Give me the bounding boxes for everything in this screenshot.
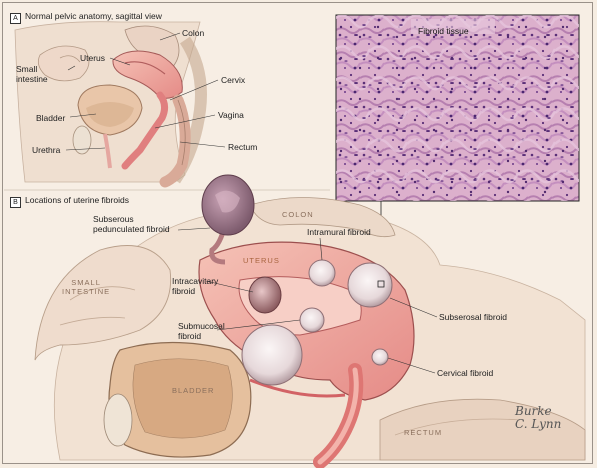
label-uterus-a: Uterus [80,53,106,63]
panel-a-drawing [14,21,226,188]
label-intracavitary: Intracavitary fibroid [172,276,219,296]
label-cervical: Cervical fibroid [437,368,494,378]
organ-small-intestine: SMALL INTESTINE [62,278,111,296]
organ-rectum: RECTUM [404,428,443,437]
panel-b-caption: B Locations of uterine fibroids [10,195,129,208]
label-intramural: Intramural fibroid [307,227,371,237]
panel-a-letter: A [10,13,21,24]
label-vagina-a: Vagina [218,110,244,120]
label-bladder-a: Bladder [36,113,66,123]
panel-b-letter: B [10,197,21,208]
label-subserous-pedunculated: Subserous pedunculated fibroid [93,214,170,234]
fibroid-tissue-label: Fibroid tissue [418,26,469,36]
panel-b-drawing [34,174,586,468]
histology-inset [335,14,580,285]
label-submucosal: Submucosal fibroid [178,321,225,341]
organ-uterus: UTERUS [243,256,280,265]
panel-a-caption: A Normal pelvic anatomy, sagittal view [10,11,162,24]
signature-text: Burke C. Lynn [515,404,562,431]
label-subserosal: Subserosal fibroid [439,312,508,322]
label-urethra-a: Urethra [32,145,61,155]
panel-a-caption-text: Normal pelvic anatomy, sagittal view [25,11,162,21]
label-cervix-a: Cervix [221,75,246,85]
label-small-intestine-a: Small intestine [16,64,48,84]
panel-b-caption-text: Locations of uterine fibroids [25,195,129,205]
artist-signature: Burke C. Lynn [515,405,570,449]
organ-bladder: BLADDER [172,386,215,395]
label-rectum-a: Rectum [228,142,258,152]
label-colon-a: Colon [182,28,205,38]
organ-colon: COLON [282,210,314,219]
